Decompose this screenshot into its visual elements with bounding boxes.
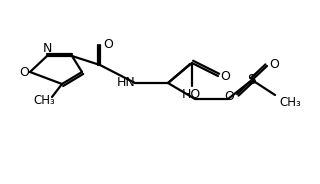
Text: O: O bbox=[103, 38, 113, 52]
Text: O: O bbox=[19, 66, 29, 79]
Text: S: S bbox=[248, 73, 256, 87]
Text: O: O bbox=[224, 89, 234, 102]
Text: HO: HO bbox=[181, 88, 201, 100]
Text: O: O bbox=[220, 70, 230, 84]
Text: CH₃: CH₃ bbox=[279, 96, 301, 109]
Text: CH₃: CH₃ bbox=[33, 95, 55, 107]
Text: O: O bbox=[269, 57, 279, 70]
Text: N: N bbox=[42, 43, 52, 56]
Text: HN: HN bbox=[116, 75, 135, 89]
